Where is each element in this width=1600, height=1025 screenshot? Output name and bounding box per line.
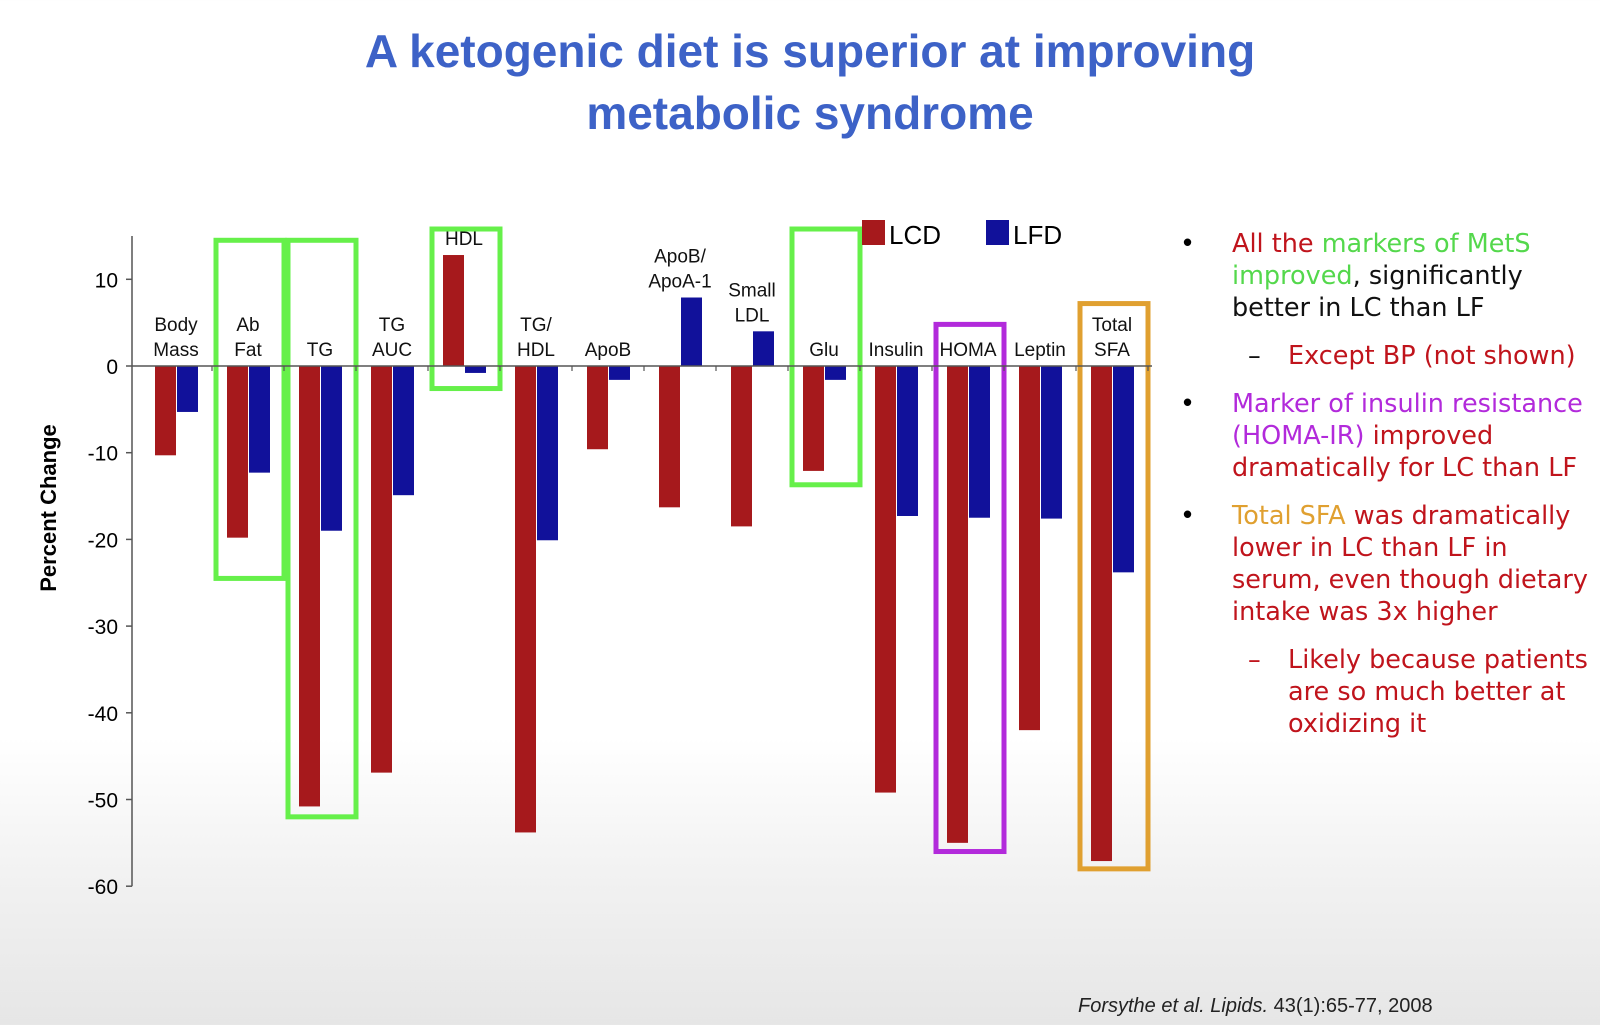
bar-lcd-10 [875,366,896,793]
y-tick-label-2: -10 [88,443,118,466]
x-tick-label-11: HOMA [940,340,997,361]
highlight-box-5 [1077,301,1151,872]
bar-lcd-5 [515,366,536,833]
highlight-box-2 [429,226,503,392]
bullet-1-text-a: All the [1232,229,1322,259]
highlight-boxes [213,226,1151,872]
x-tick-label-13: Total SFA [1092,315,1132,361]
bullet-marker: • [1180,501,1196,531]
bar-lcd-3 [371,366,392,773]
y-tick-label-4: -30 [88,616,118,639]
bullet-1-text-b: markers of MetS improved [1232,229,1531,291]
highlight-box-3 [789,226,863,488]
bar-lfd-11 [969,366,990,518]
title-line-2: metabolic syndrome [586,87,1034,139]
legend-swatch-lfd [986,220,1009,245]
x-tick-label-12: Leptin [1014,340,1066,361]
bar-lcd-6 [587,366,608,450]
bar-lcd-8 [731,366,752,527]
legend-swatch-lcd [862,220,885,245]
bars [155,255,1134,862]
y-tick-label-7: -60 [88,876,118,899]
bar-lfd-6 [609,366,630,380]
dash-marker: – [1248,341,1261,371]
x-tick-label-4: HDL [445,229,483,250]
sub-bullet-1-text: Except BP (not shown) [1288,341,1576,371]
bar-lfd-13 [1113,366,1134,573]
x-tick-label-1: Ab Fat [234,315,262,361]
bar-lfd-12 [1041,366,1062,519]
bar-lcd-2 [299,366,320,807]
x-tick-label-3: TG AUC [372,315,412,361]
bar-lcd-1 [227,366,248,538]
bullet-1-text-c: , significantly better in LC than LF [1232,261,1523,323]
highlight-box-0 [213,237,287,581]
bar-lfd-1 [249,366,270,473]
axes: 10 0 -10 -20 -30 -40 -50 -60 [88,235,1152,899]
citation: Forsythe et al. Lipids. 43(1):65-77, 200… [1078,995,1433,1018]
bullet-3-text-b: was dramatically lower in LC than LF in … [1232,501,1588,627]
bullet-marker: • [1180,389,1196,419]
bar-lfd-5 [537,366,558,541]
x-tick-label-6: ApoB [585,340,631,361]
title-line-1: A ketogenic diet is superior at improvin… [364,25,1256,77]
bar-lfd-7 [681,297,702,366]
citation-details: 43(1):65-77, 2008 [1268,995,1433,1017]
bar-lcd-12 [1019,366,1040,731]
legend-label-lfd: LFD [1013,220,1062,250]
sub-bullet-3-text: Likely because patients are so much bett… [1288,645,1588,739]
legend: LCD LFD [862,220,1062,250]
bar-lfd-9 [825,366,846,380]
bullet-mets-markers: • All the markers of MetS improved, sign… [1180,228,1590,372]
bar-lfd-0 [177,366,198,412]
bullet-2-text-a: Marker of insulin resistance (HOMA-IR) [1232,389,1583,451]
bar-lcd-0 [155,366,176,456]
bullet-marker: • [1180,229,1196,259]
x-tick-label-0: Body Mass [153,315,198,361]
x-tick-label-5: TG/HDL [517,315,555,361]
bullet-2-text-b: improved dramatically for LC than LF [1232,421,1578,483]
bar-lcd-13 [1091,366,1112,862]
bar-lcd-9 [803,366,824,471]
x-tick-label-9: Glu [809,340,839,361]
y-axis-label: Percent Change [36,424,61,592]
x-tick-label-10: Insulin [869,340,924,361]
bar-lfd-2 [321,366,342,531]
category-labels: Body Mass Ab Fat TG TG AUC HDL TG/HDL ApoB ApoB/Ap… [153,229,1132,361]
bullet-list: • All the markers of MetS improved, sign… [1180,228,1590,756]
legend-label-lcd: LCD [889,220,941,250]
bullet-total-sfa: • Total SFA was dramatically lower in LC… [1180,500,1590,740]
bullet-3-text-a: Total SFA [1232,501,1346,531]
sub-bullet-bp: – Except BP (not shown) [1232,340,1590,372]
slide-title: A ketogenic diet is superior at improvin… [0,20,1600,144]
bar-lcd-11 [947,366,968,843]
bar-chart: 10 0 -10 -20 -30 -40 -50 -60 Body Mass Ab Fat TG TG A… [36,220,1152,899]
bar-lfd-10 [897,366,918,516]
highlight-box-4 [933,321,1007,855]
y-tick-label-6: -50 [88,790,118,813]
dash-marker: – [1248,645,1261,675]
bar-lcd-4 [443,255,464,366]
bullet-homa: • Marker of insulin resistance (HOMA-IR)… [1180,388,1590,484]
highlight-box-1 [285,237,359,820]
x-tick-label-7: ApoB/ApoA-1 [648,247,711,293]
bar-lcd-7 [659,366,680,508]
sub-bullet-oxidizing: – Likely because patients are so much be… [1232,644,1590,740]
x-tick-label-8: Small LDL [728,280,776,326]
y-tick-label-3: -20 [88,529,118,552]
bar-lfd-8 [753,331,774,366]
x-tick-label-2: TG [307,340,333,361]
y-tick-label-1: 0 [106,356,118,379]
y-tick-label-0: 10 [95,269,118,292]
citation-authors: Forsythe et al. Lipids. [1078,995,1269,1017]
bar-lfd-3 [393,366,414,496]
bar-lfd-4 [465,366,486,373]
y-tick-label-5: -40 [88,703,118,726]
